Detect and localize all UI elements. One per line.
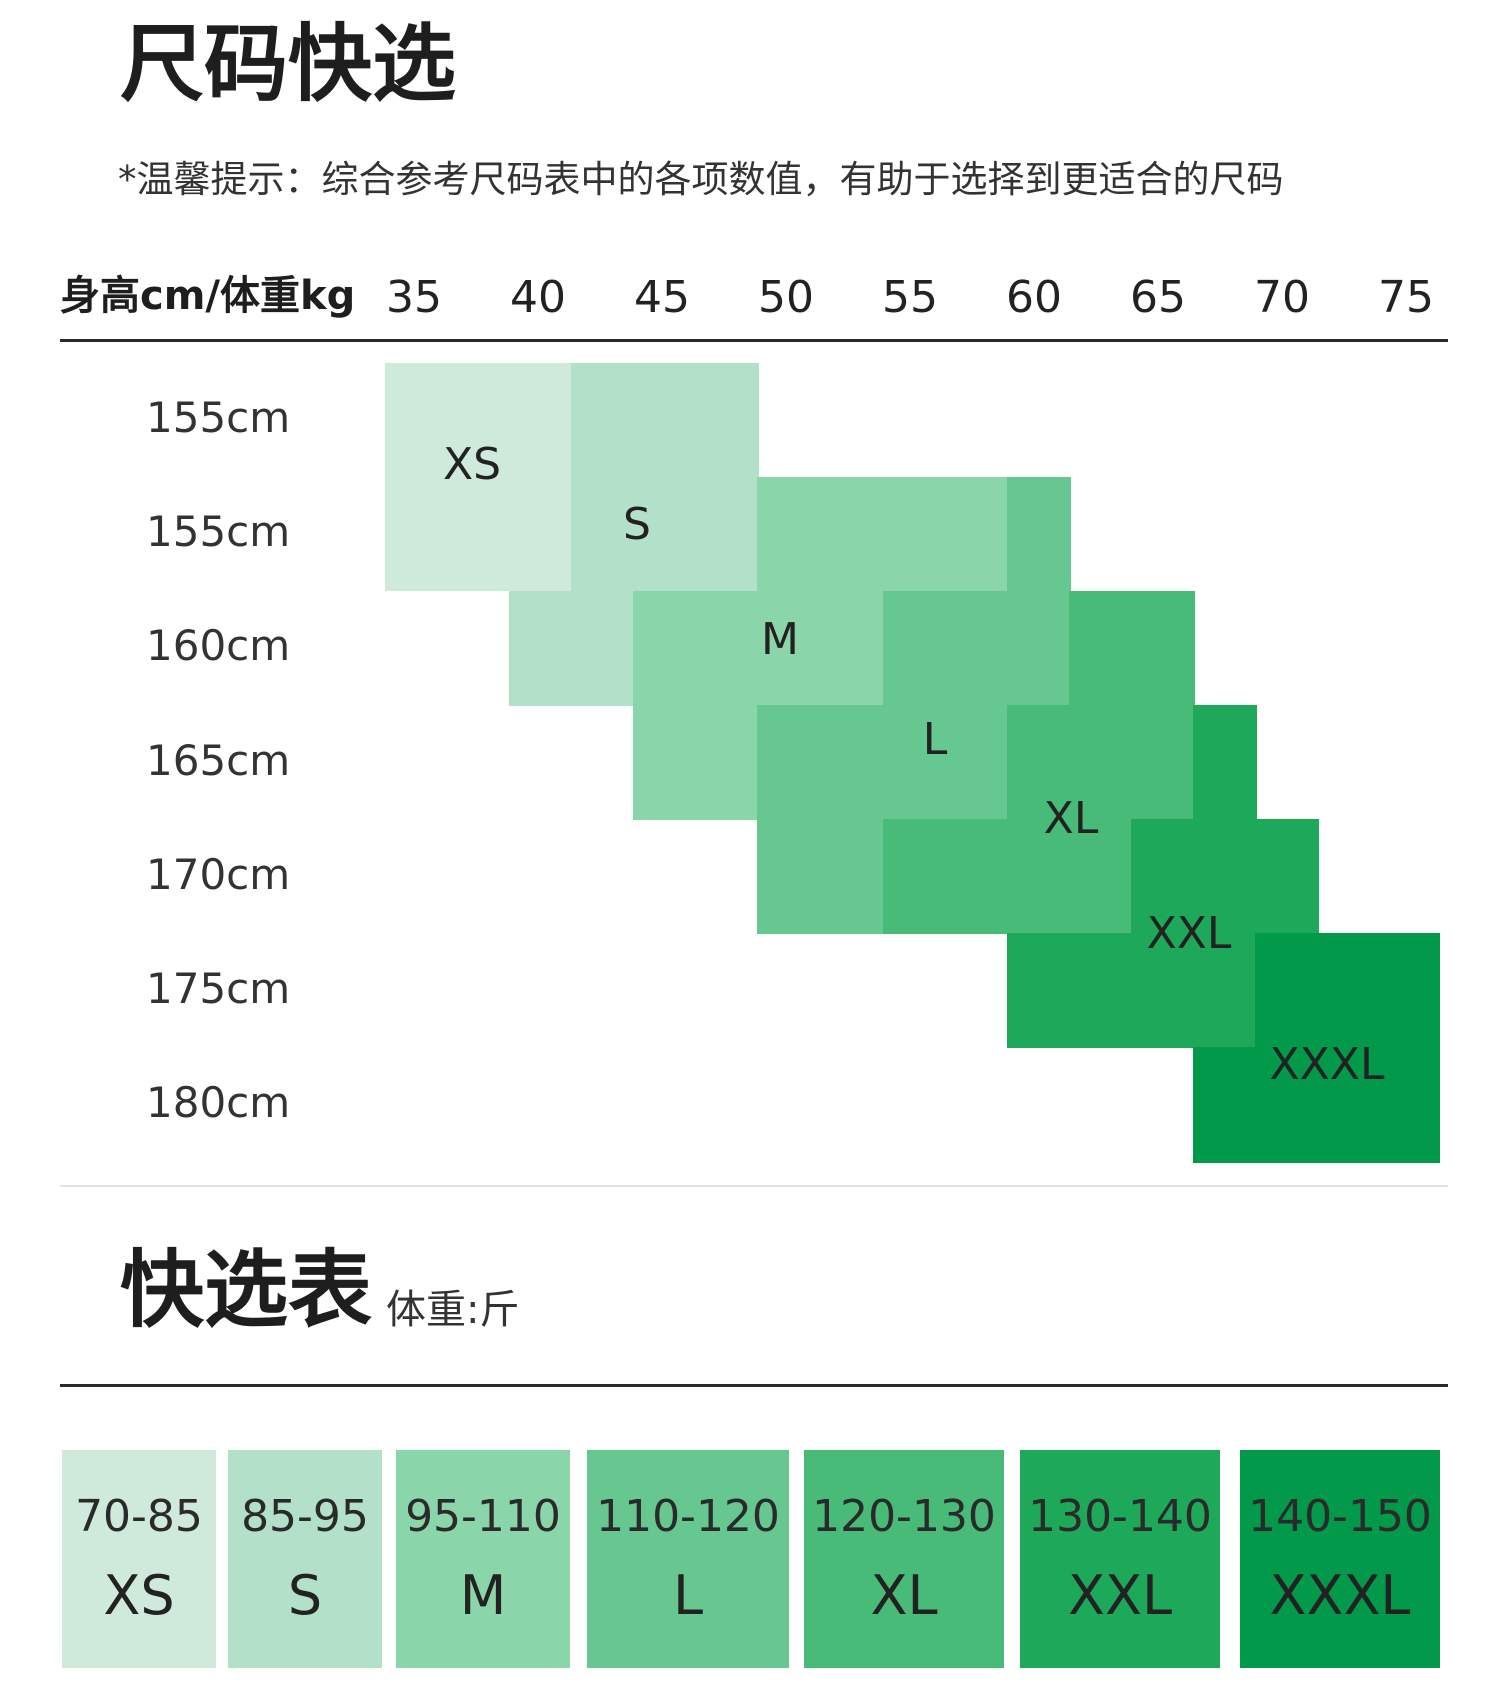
- weight-tick: 75: [1378, 272, 1434, 323]
- size-name: M: [459, 1564, 507, 1627]
- height-label: 155cm: [146, 393, 291, 442]
- weight-tick: 55: [882, 272, 938, 323]
- weight-tick: 35: [386, 272, 442, 323]
- size-label: M: [761, 614, 799, 665]
- size-block-m: [633, 591, 885, 706]
- weight-range: 70-85: [75, 1491, 203, 1542]
- divider: [60, 1185, 1448, 1187]
- size-block-l: [757, 819, 884, 934]
- weight-range: 120-130: [812, 1491, 996, 1542]
- size-block-xl: [1007, 705, 1195, 820]
- size-block-l: [883, 591, 1071, 706]
- size-name: XXXL: [1269, 1564, 1411, 1627]
- height-label: 170cm: [146, 850, 291, 899]
- height-label: 155cm: [146, 507, 291, 556]
- quick-size-box: 130-140 XXL: [1020, 1450, 1220, 1668]
- weight-tick: 65: [1130, 272, 1186, 323]
- quick-size-box: 95-110 M: [396, 1450, 570, 1668]
- quick-size-box: 110-120 L: [587, 1450, 789, 1668]
- size-name: L: [672, 1564, 704, 1627]
- size-block-xs: [385, 363, 573, 591]
- size-block-xxxl: [1193, 1047, 1440, 1163]
- weight-range: 110-120: [596, 1491, 780, 1542]
- quick-table-title: 快选表: [120, 1241, 373, 1339]
- size-label: XL: [1043, 793, 1099, 844]
- weight-tick: 70: [1254, 272, 1310, 323]
- quick-size-box: 70-85 XS: [62, 1450, 216, 1668]
- height-label: 165cm: [146, 736, 291, 785]
- weight-tick: 50: [758, 272, 814, 323]
- size-label: S: [623, 499, 651, 550]
- height-label: 160cm: [146, 621, 291, 670]
- quick-size-box: 120-130 XL: [804, 1450, 1004, 1668]
- weight-range: 85-95: [241, 1491, 369, 1542]
- axis-label: 身高cm/体重kg: [60, 273, 356, 319]
- size-label: XXXL: [1269, 1039, 1385, 1090]
- divider: [60, 339, 1448, 342]
- size-block-l: [1007, 477, 1071, 592]
- size-block-s: [571, 363, 759, 591]
- weight-range: 130-140: [1028, 1491, 1212, 1542]
- page-title: 尺码快选: [120, 15, 457, 113]
- size-block-m: [757, 477, 1009, 592]
- size-name: S: [287, 1564, 323, 1627]
- weight-tick: 40: [510, 272, 566, 323]
- size-block-xxl: [1193, 705, 1257, 820]
- size-tip: *温馨提示：综合参考尺码表中的各项数值，有助于选择到更适合的尺码: [118, 158, 1284, 201]
- size-block-s: [509, 591, 636, 706]
- height-label: 175cm: [146, 964, 291, 1013]
- weight-range: 95-110: [405, 1491, 561, 1542]
- size-block-xl: [883, 819, 1133, 934]
- size-label: XS: [442, 439, 502, 490]
- size-block-xl: [1069, 591, 1195, 706]
- quick-size-box: 85-95 S: [228, 1450, 382, 1668]
- size-label: L: [922, 714, 948, 765]
- height-label: 180cm: [146, 1078, 291, 1127]
- size-name: XL: [870, 1564, 938, 1627]
- size-block-xxl: [1131, 819, 1319, 934]
- quick-size-box: 140-150 XXXL: [1240, 1450, 1440, 1668]
- weight-tick: 45: [634, 272, 690, 323]
- size-block-m: [633, 705, 760, 820]
- size-block-xxl: [1007, 933, 1257, 1048]
- divider: [60, 1384, 1448, 1387]
- size-block-l: [757, 705, 1009, 820]
- size-name: XXL: [1067, 1564, 1173, 1627]
- size-name: XS: [103, 1564, 175, 1627]
- size-label: XXL: [1146, 908, 1232, 959]
- weight-tick: 60: [1006, 272, 1062, 323]
- weight-range: 140-150: [1248, 1491, 1432, 1542]
- quick-table-unit: 体重:斤: [386, 1287, 520, 1333]
- size-block-xxxl: [1255, 933, 1440, 1048]
